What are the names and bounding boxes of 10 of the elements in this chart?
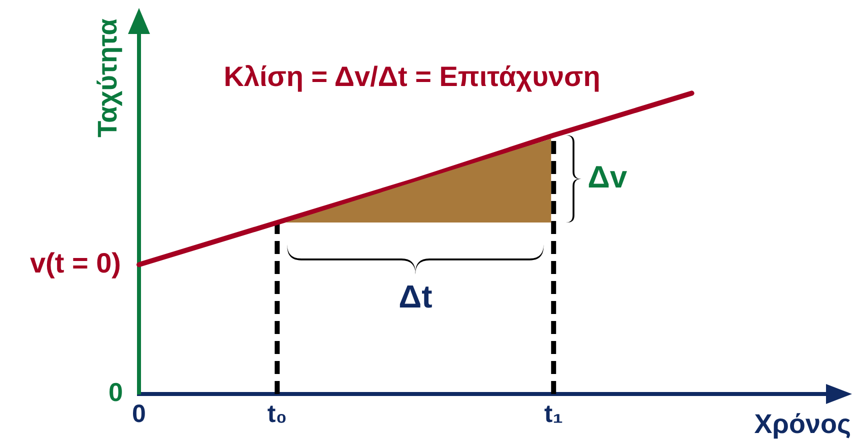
chart-title: Κλίση = Δv/Δt = Επιτάχυνση — [224, 61, 600, 92]
text: 0 — [108, 377, 123, 408]
annotation: Δv — [588, 159, 628, 194]
x-tick-label: 0 — [132, 400, 146, 428]
x-tick-label: t₁ — [544, 400, 563, 428]
y-axis-title: Ταχύτητα — [92, 18, 122, 138]
x-axis-title: Χρόνος — [754, 409, 851, 439]
x-tick-label: t₀ — [267, 400, 287, 428]
annotation: Δt — [398, 278, 433, 314]
annotation: v(t = 0) — [30, 247, 121, 278]
